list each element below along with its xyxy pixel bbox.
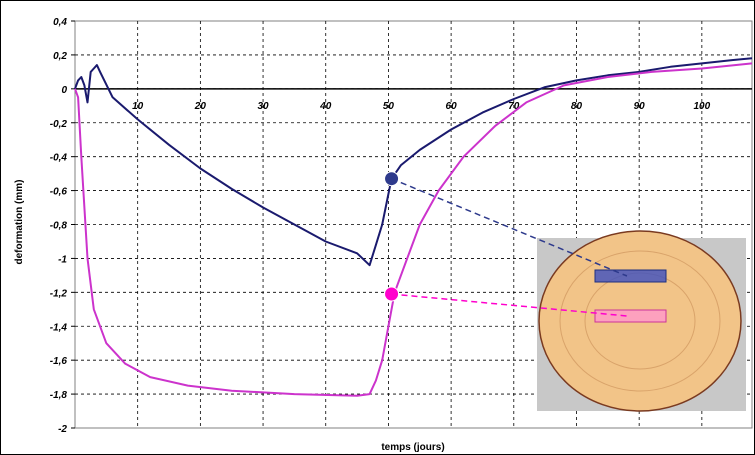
data-marker xyxy=(384,171,400,187)
marker-connector xyxy=(391,178,628,277)
y-tick-label: -0,4 xyxy=(50,153,68,164)
y-tick-label: -1 xyxy=(58,254,67,265)
data-marker xyxy=(384,286,400,302)
y-tick-label: 0 xyxy=(61,85,67,96)
y-tick-label: -0,2 xyxy=(50,119,68,130)
x-tick-label: 50 xyxy=(383,101,395,112)
y-tick-label: 0,4 xyxy=(53,17,67,28)
connectors xyxy=(391,178,628,317)
series-line-2 xyxy=(74,62,753,397)
series-line-1 xyxy=(74,57,753,267)
disk-ring xyxy=(559,250,721,392)
y-tick-labels: 0,4 0,2 0 -0,2 -0,4 -0,6 -0,8 -1 -1,2 -1,4 -1,6 -1,… xyxy=(50,17,75,435)
x-tick-label: 60 xyxy=(446,101,458,112)
y-tick-label: -1,6 xyxy=(50,356,68,367)
x-tick-label: 20 xyxy=(194,101,207,112)
x-tick-label: 30 xyxy=(257,101,269,112)
markers xyxy=(384,171,400,302)
y-tick-label: -1,8 xyxy=(50,390,68,401)
y-tick-label: -1,4 xyxy=(50,322,68,333)
x-tick-label: 80 xyxy=(571,101,583,112)
x-tick-label: 10 xyxy=(132,101,144,112)
y-tick-label: -2 xyxy=(58,424,67,435)
series-group xyxy=(74,57,753,397)
x-tick-label: 90 xyxy=(634,101,646,112)
y-tick-label: -0,8 xyxy=(50,221,68,232)
x-tick-labels: 10 20 30 40 50 60 70 80 90 100 xyxy=(132,101,711,112)
x-tick-label: 40 xyxy=(319,101,332,112)
inset-cross-section xyxy=(537,230,746,412)
x-tick-label: 100 xyxy=(694,101,711,112)
x-axis-title: temps (jours) xyxy=(381,442,444,453)
y-tick-label: -1,2 xyxy=(50,288,68,299)
y-tick-label: -0,6 xyxy=(50,187,68,198)
x-tick-label: 70 xyxy=(508,101,520,112)
y-axis-title: deformation (mm) xyxy=(14,180,25,265)
blue-sample-rect xyxy=(594,269,667,283)
pink-sample-rect xyxy=(594,309,667,323)
y-tick-label: 0,2 xyxy=(53,51,67,62)
